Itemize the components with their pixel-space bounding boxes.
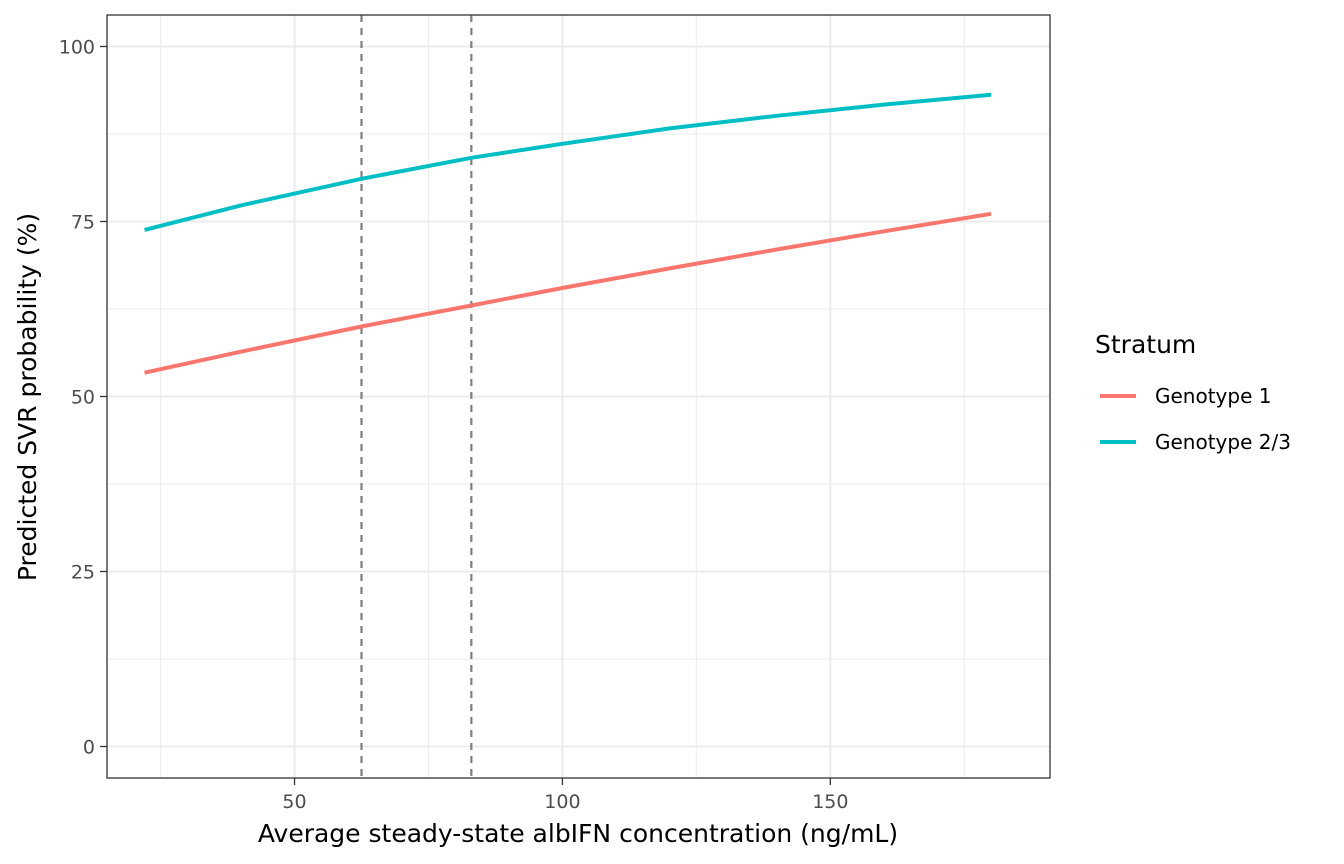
y-axis-title: Predicted SVR probability (%) bbox=[13, 213, 42, 581]
legend-label: Genotype 1 bbox=[1155, 384, 1271, 408]
y-tick-label: 50 bbox=[71, 387, 95, 409]
series-line-2 bbox=[144, 92, 992, 232]
reference-lines bbox=[360, 15, 473, 778]
legend: Stratum Genotype 1 Genotype 2/3 bbox=[1095, 330, 1291, 454]
x-tick-label: 50 bbox=[282, 791, 306, 813]
series-lines bbox=[144, 92, 992, 375]
legend-items: Genotype 1 Genotype 2/3 bbox=[1100, 384, 1291, 454]
y-tick-label: 100 bbox=[59, 37, 95, 59]
major-grid bbox=[107, 15, 1050, 778]
x-tick-label: 100 bbox=[544, 791, 580, 813]
y-axis: 0 25 50 75 100 bbox=[59, 37, 107, 759]
x-tick-label: 150 bbox=[812, 791, 848, 813]
legend-label: Genotype 2/3 bbox=[1155, 430, 1291, 454]
legend-title: Stratum bbox=[1095, 330, 1196, 359]
y-tick-label: 75 bbox=[71, 212, 95, 234]
y-tick-label: 25 bbox=[71, 562, 95, 584]
y-tick-label: 0 bbox=[83, 737, 95, 759]
x-axis-title: Average steady-state albIFN concentratio… bbox=[258, 819, 898, 848]
x-axis: 50 100 150 bbox=[282, 778, 848, 813]
series-line-1 bbox=[144, 211, 992, 375]
